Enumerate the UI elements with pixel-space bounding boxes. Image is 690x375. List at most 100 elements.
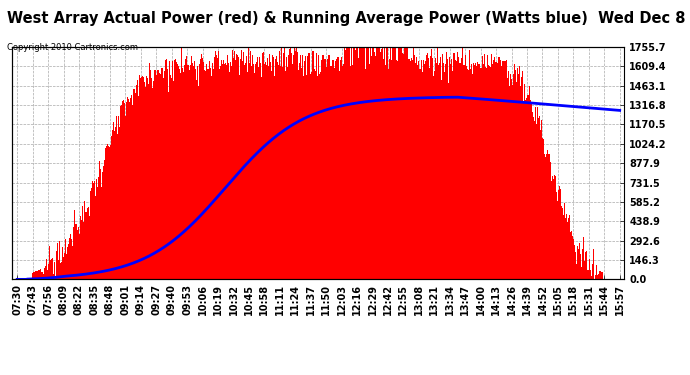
Bar [260, 63, 261, 279]
Bar [282, 67, 284, 279]
Bar [486, 68, 487, 279]
Bar [573, 239, 574, 279]
Bar [240, 60, 241, 279]
Bar [563, 215, 564, 279]
Text: Copyright 2010 Cartronics.com: Copyright 2010 Cartronics.com [7, 43, 138, 52]
Bar [254, 73, 255, 279]
Bar [175, 62, 177, 279]
Bar [401, 47, 402, 279]
Bar [362, 48, 363, 279]
Bar [51, 258, 52, 279]
Bar [417, 66, 418, 279]
Bar [210, 76, 212, 279]
Bar [266, 65, 267, 279]
Bar [592, 264, 593, 279]
Bar [411, 58, 412, 279]
Bar [226, 64, 227, 279]
Bar [140, 78, 141, 279]
Bar [511, 85, 513, 279]
Bar [404, 47, 405, 279]
Bar [554, 175, 555, 279]
Bar [164, 60, 166, 279]
Bar [458, 57, 460, 279]
Bar [396, 60, 397, 279]
Bar [320, 72, 322, 279]
Bar [188, 70, 190, 279]
Bar [509, 87, 510, 279]
Bar [215, 51, 216, 279]
Bar [231, 66, 232, 279]
Bar [408, 58, 409, 279]
Bar [337, 57, 339, 279]
Bar [395, 47, 396, 279]
Bar [101, 187, 102, 279]
Bar [87, 208, 88, 279]
Bar [117, 134, 118, 279]
Bar [115, 128, 117, 279]
Bar [242, 61, 243, 279]
Bar [195, 69, 196, 279]
Bar [482, 56, 484, 279]
Bar [220, 66, 221, 279]
Bar [148, 84, 150, 279]
Bar [81, 219, 82, 279]
Bar [571, 231, 572, 279]
Bar [426, 55, 427, 279]
Bar [587, 270, 588, 279]
Bar [359, 47, 361, 279]
Bar [491, 54, 493, 279]
Bar [113, 122, 115, 279]
Bar [469, 50, 471, 279]
Bar [275, 59, 276, 279]
Bar [197, 66, 198, 279]
Bar [151, 78, 152, 279]
Bar [441, 80, 442, 279]
Bar [230, 62, 231, 279]
Bar [267, 58, 268, 279]
Bar [506, 78, 508, 279]
Bar [283, 53, 284, 279]
Bar [37, 271, 38, 279]
Bar [32, 273, 33, 279]
Bar [174, 60, 175, 279]
Bar [365, 69, 366, 279]
Bar [430, 56, 431, 279]
Bar [341, 57, 342, 279]
Bar [324, 59, 326, 279]
Bar [407, 47, 408, 279]
Bar [372, 47, 373, 279]
Bar [442, 54, 443, 279]
Bar [526, 95, 528, 279]
Bar [306, 75, 307, 279]
Bar [484, 54, 486, 279]
Bar [186, 65, 188, 279]
Bar [385, 65, 386, 279]
Bar [342, 64, 344, 279]
Bar [556, 192, 557, 279]
Bar [62, 247, 63, 279]
Bar [60, 262, 61, 279]
Bar [558, 190, 559, 279]
Bar [353, 47, 354, 279]
Bar [91, 188, 92, 279]
Bar [528, 95, 529, 279]
Bar [515, 82, 517, 279]
Bar [126, 102, 128, 279]
Bar [48, 264, 49, 279]
Bar [54, 262, 55, 279]
Bar [201, 58, 203, 279]
Bar [391, 60, 392, 279]
Bar [139, 75, 141, 279]
Bar [246, 56, 247, 279]
Bar [209, 62, 210, 279]
Bar [346, 47, 348, 279]
Bar [269, 54, 270, 279]
Bar [210, 69, 211, 279]
Bar [533, 121, 535, 279]
Bar [410, 61, 411, 279]
Bar [480, 68, 482, 279]
Bar [565, 217, 566, 279]
Bar [583, 237, 584, 279]
Bar [451, 59, 452, 279]
Bar [519, 66, 520, 279]
